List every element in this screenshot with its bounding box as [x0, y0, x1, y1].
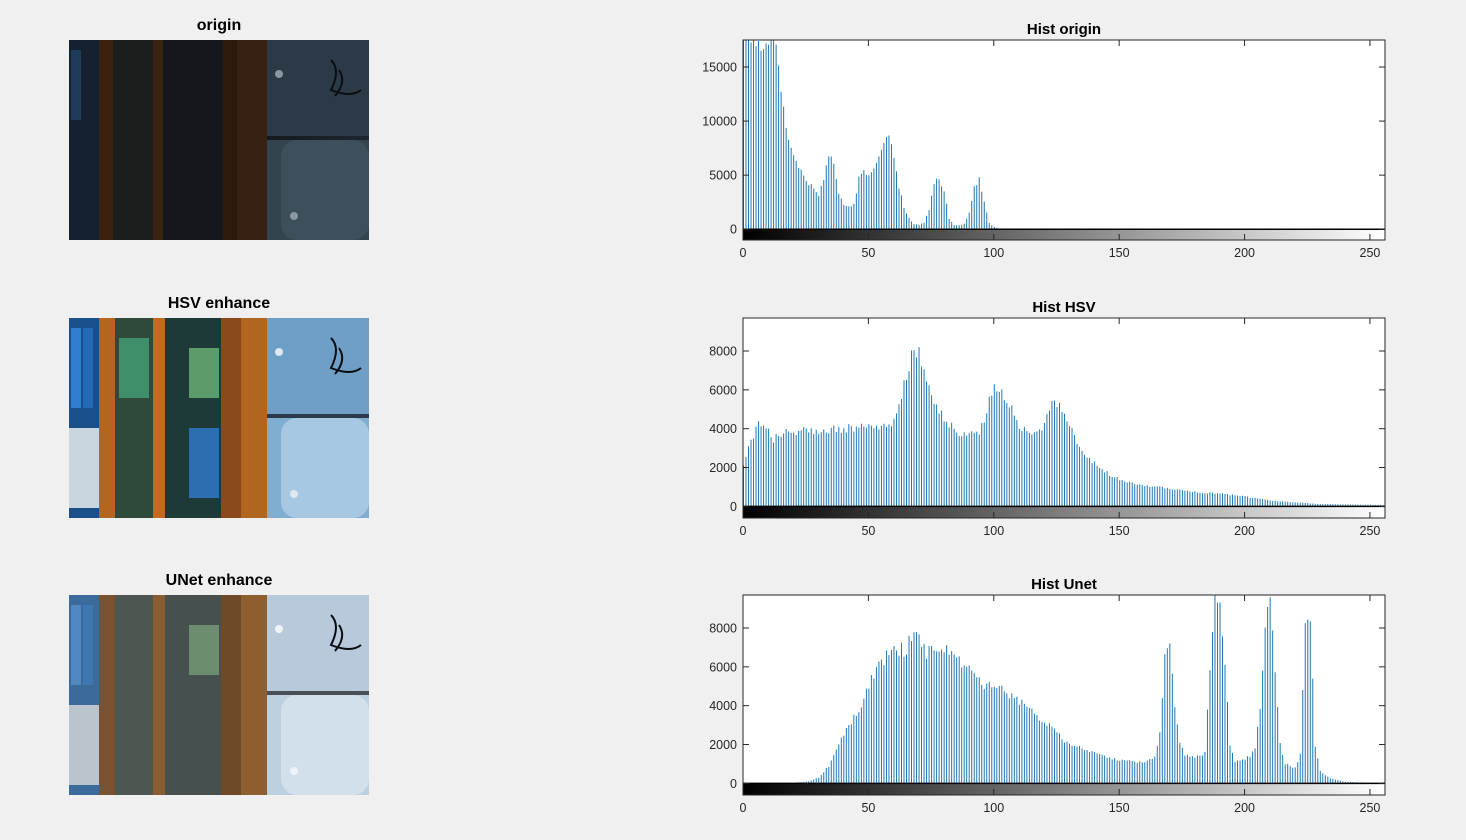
gray-colorbar — [743, 229, 1385, 240]
axes-box — [742, 594, 1386, 796]
x-tick-label: 100 — [983, 524, 1004, 538]
x-tick-label: 0 — [740, 801, 747, 815]
x-tick-label: 250 — [1360, 524, 1381, 538]
y-tick-label: 2000 — [709, 461, 737, 475]
origin-image — [69, 40, 369, 240]
x-tick-label: 50 — [861, 801, 875, 815]
axes-box — [742, 39, 1386, 241]
y-tick-label: 6000 — [709, 660, 737, 674]
y-tick-label: 0 — [730, 777, 737, 791]
chart-title: Hist Unet — [1031, 576, 1097, 593]
y-tick-label: 10000 — [702, 115, 737, 129]
y-tick-label: 15000 — [702, 61, 737, 75]
gray-colorbar — [743, 506, 1385, 518]
y-tick-label: 8000 — [709, 345, 737, 359]
hsv-image — [69, 318, 369, 518]
hist-bars — [743, 595, 1384, 784]
x-tick-label: 150 — [1109, 801, 1130, 815]
x-tick-label: 150 — [1109, 246, 1130, 260]
x-tick-label: 150 — [1109, 524, 1130, 538]
y-tick-label: 0 — [730, 223, 737, 237]
hist-chart-1: 0 50 100 150 200 250 0 2000 4000 6000 8000 Hist HSV — [709, 299, 1386, 538]
axes-area — [743, 40, 1385, 240]
unet-title: UNet enhance — [165, 572, 273, 589]
chart-title: Hist HSV — [1032, 299, 1095, 316]
x-tick-label: 50 — [861, 524, 875, 538]
hist-chart-0: 0 50 100 150 200 250 0 5000 10000 15000 Hist origi… — [702, 21, 1386, 260]
y-tick-label: 5000 — [709, 169, 737, 183]
hsv-title: HSV enhance — [167, 295, 271, 312]
axes-box — [742, 317, 1386, 519]
x-tick-label: 0 — [740, 524, 747, 538]
y-tick-label: 4000 — [709, 699, 737, 713]
y-tick-label: 0 — [730, 500, 737, 514]
x-tick-label: 200 — [1234, 801, 1255, 815]
chart-title: Hist origin — [1027, 21, 1101, 38]
x-tick-label: 250 — [1360, 246, 1381, 260]
y-tick-label: 8000 — [709, 622, 737, 636]
hist-bars — [743, 347, 1384, 507]
y-tick-label: 2000 — [709, 738, 737, 752]
x-tick-label: 200 — [1234, 246, 1255, 260]
x-tick-label: 200 — [1234, 524, 1255, 538]
origin-title: origin — [196, 17, 242, 34]
hist-chart-2: 0 50 100 150 200 250 0 2000 4000 6000 8000 Hist Une… — [709, 576, 1386, 815]
x-tick-label: 100 — [983, 801, 1004, 815]
y-tick-label: 4000 — [709, 422, 737, 436]
x-tick-label: 100 — [983, 246, 1004, 260]
x-tick-label: 0 — [740, 246, 747, 260]
x-tick-label: 50 — [861, 246, 875, 260]
y-tick-label: 6000 — [709, 383, 737, 397]
gray-colorbar — [743, 783, 1385, 795]
x-tick-label: 250 — [1360, 801, 1381, 815]
unet-image — [69, 595, 369, 795]
